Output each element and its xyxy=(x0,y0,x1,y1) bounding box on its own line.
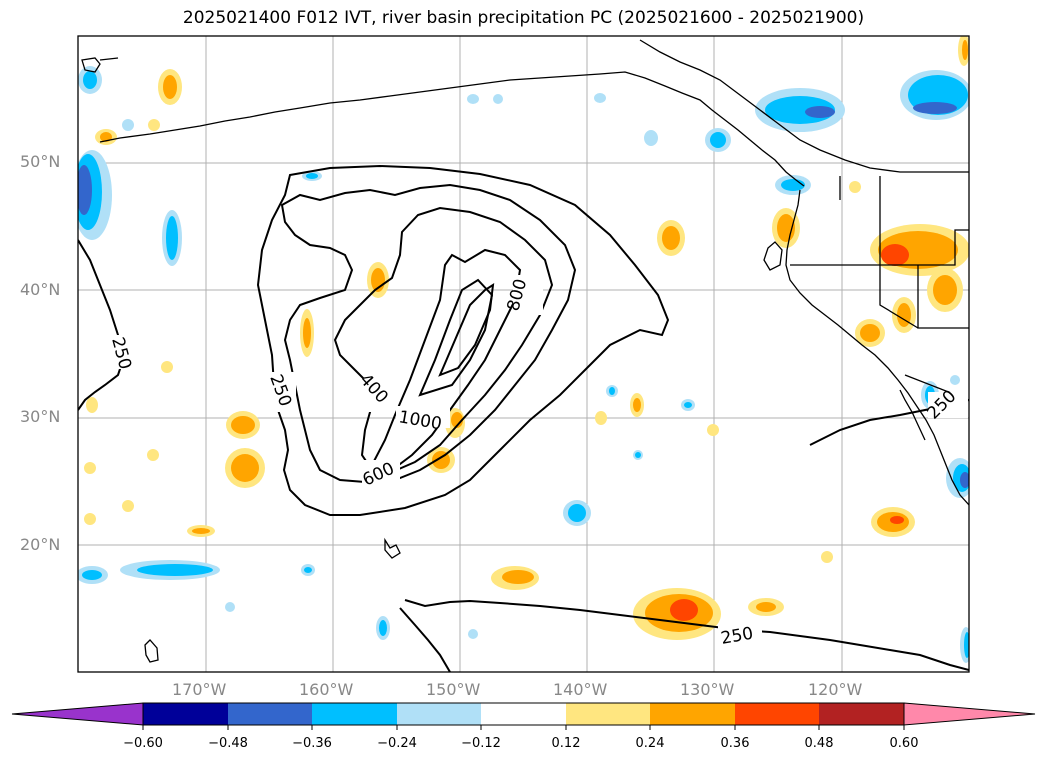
colorbar-extend-low xyxy=(11,702,144,726)
colorbar-segment xyxy=(143,703,228,725)
lon-label: 140°W xyxy=(553,680,608,699)
colorbar-segment xyxy=(566,703,650,725)
lat-label: 30°N xyxy=(20,407,61,426)
colorbar-tick-label: −0.12 xyxy=(461,736,501,751)
lat-label: 20°N xyxy=(20,535,61,554)
lon-label: 160°W xyxy=(299,680,354,699)
colorbar-tick-label: −0.36 xyxy=(292,736,332,751)
colorbar-tick-label: −0.24 xyxy=(377,736,417,751)
contour-label-bgs xyxy=(108,275,968,648)
lon-label: 120°W xyxy=(808,680,863,699)
colorbar-tick-label: 0.60 xyxy=(889,736,919,751)
lon-label: 130°W xyxy=(680,680,735,699)
colorbar-tick-label: −0.48 xyxy=(208,736,248,751)
map-title: 2025021400 F012 IVT, river basin precipi… xyxy=(182,8,865,28)
colorbar-segment xyxy=(481,703,566,725)
colorbar-tick-label: 0.24 xyxy=(635,736,665,751)
gridlines xyxy=(78,36,969,672)
ivt-contours xyxy=(78,164,969,672)
coastlines xyxy=(81,39,969,663)
colorbar xyxy=(11,702,1036,730)
plot-frame xyxy=(77,35,970,673)
colorbar-segment xyxy=(819,703,904,725)
colorbar-segment xyxy=(650,703,735,725)
lat-label: 40°N xyxy=(20,280,61,299)
colorbar-segment xyxy=(397,703,481,725)
lat-label: 50°N xyxy=(20,152,61,171)
colorbar-segment xyxy=(735,703,819,725)
colorbar-segment xyxy=(312,703,397,725)
colorbar-tick-label: 0.36 xyxy=(720,736,750,751)
lon-label: 150°W xyxy=(426,680,481,699)
colorbar-segment xyxy=(228,703,312,725)
colorbar-extend-high xyxy=(903,702,1036,726)
colorbar-tick-label: 0.12 xyxy=(551,736,581,751)
colorbar-tick-label: 0.48 xyxy=(804,736,834,751)
negative-pc-areas xyxy=(78,66,969,663)
lon-label: 170°W xyxy=(172,680,227,699)
colorbar-tick-label: −0.60 xyxy=(123,736,163,751)
